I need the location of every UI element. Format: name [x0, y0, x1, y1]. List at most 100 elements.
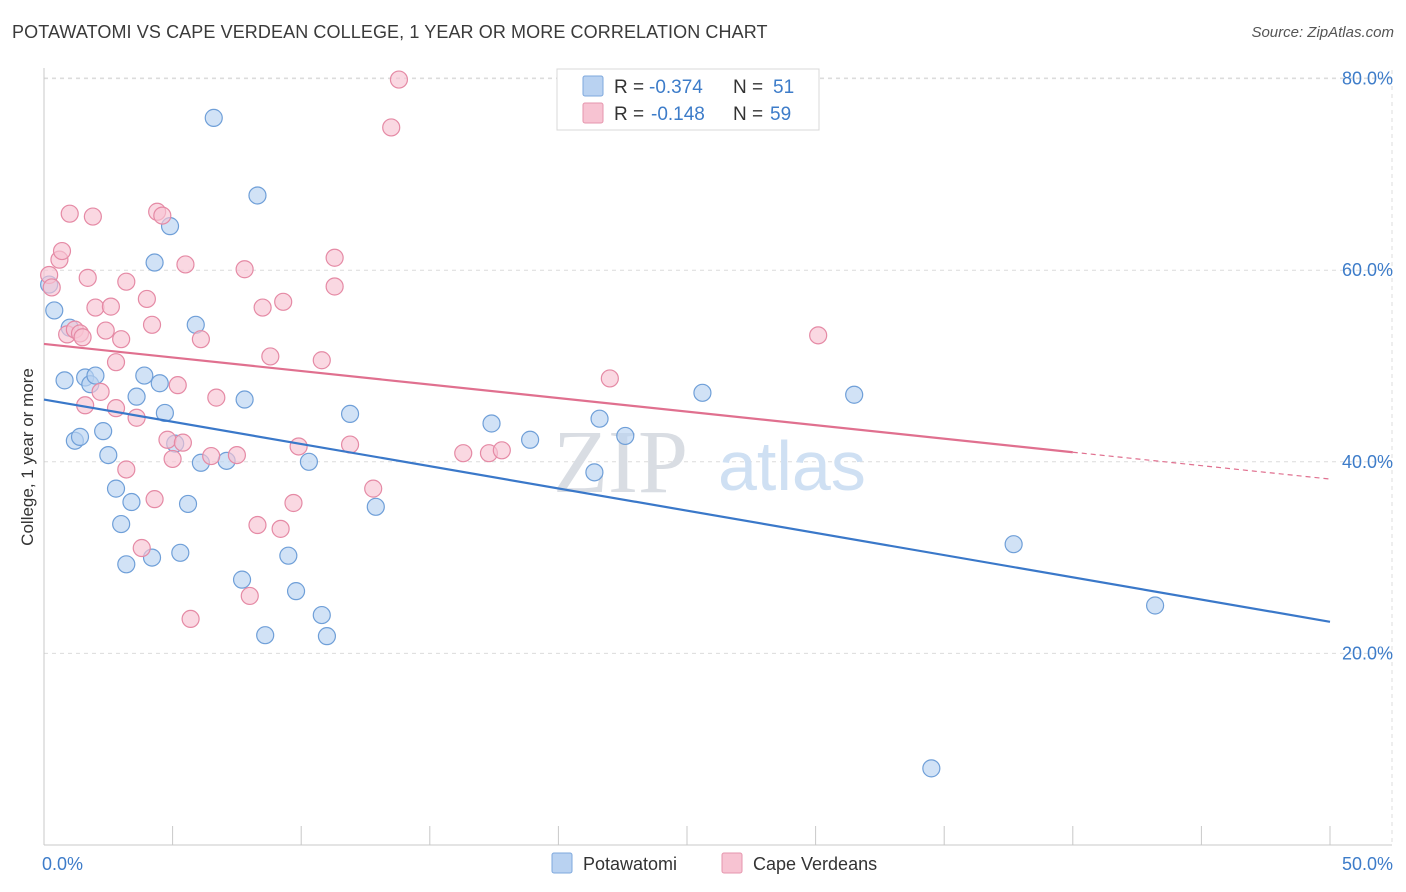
potawatomi-point [922, 759, 941, 778]
watermark-zip: ZIP [553, 413, 688, 512]
potawatomi-point [204, 108, 223, 127]
cape-verdean-point [78, 268, 97, 287]
chart-source: Source: ZipAtlas.com [1251, 24, 1394, 41]
y-tick-label: 80.0% [1342, 69, 1393, 89]
x-tick-label-start: 0.0% [42, 854, 83, 874]
trend-lines [43, 342, 1331, 623]
cape-verdean-point [117, 272, 136, 291]
potawatomi-point [150, 374, 169, 393]
potawatomi-trend-line [43, 398, 1331, 623]
cape-verdean-point [52, 241, 72, 261]
potawatomi-point [127, 387, 146, 406]
cape-verdean-point [248, 515, 267, 535]
potawatomi-point [616, 426, 635, 446]
cape-verdean-point [137, 289, 156, 309]
cape-verdean-point [83, 207, 102, 226]
potawatomi-point [94, 422, 113, 441]
cape-verdean-point [73, 328, 92, 347]
cape-verdean-point [142, 315, 162, 334]
potawatomi-point [590, 409, 609, 428]
watermark: ZIP atlas [553, 413, 866, 512]
x-tick-labels: 0.0% 50.0% [42, 854, 1393, 874]
potawatomi-point [45, 301, 64, 320]
potawatomi-point [171, 543, 190, 562]
bottom-legend-cape-verdeans: Cape Verdeans [753, 854, 877, 874]
potawatomi-point [112, 514, 131, 534]
potawatomi-point [317, 627, 337, 646]
potawatomi-point [248, 186, 267, 205]
bottom-legend-swatch-potawatomi [551, 852, 573, 874]
cape-verdeans-trend-line [43, 342, 1073, 454]
legend-r-label-2: R = [614, 104, 644, 125]
cape-verdean-point [60, 204, 79, 223]
potawatomi-point [366, 497, 385, 516]
cape-verdean-point [168, 376, 187, 395]
cape-verdean-point [325, 248, 344, 267]
y-tick-labels: 20.0% 40.0% 60.0% 80.0% [1342, 69, 1393, 664]
cape-verdean-point [158, 430, 177, 449]
potawatomi-point [299, 452, 319, 471]
cape-verdean-point [163, 449, 182, 469]
cape-verdean-point [382, 118, 401, 137]
potawatomi-point [117, 555, 136, 574]
potawatomi-point [1004, 535, 1023, 554]
cape-verdean-point [289, 437, 308, 456]
legend-n-value-1: 51 [773, 77, 794, 98]
cape-verdean-point [312, 351, 331, 370]
legend-n-value-2: 59 [770, 104, 791, 125]
cape-verdean-point [173, 433, 192, 452]
potawatomi-point [845, 385, 864, 404]
potawatomi-point [99, 445, 118, 465]
legend-r-value-2: -0.148 [651, 104, 705, 125]
cape-verdean-point [240, 586, 259, 606]
potawatomi-point [256, 626, 275, 645]
chart-title: POTAWATOMI VS CAPE VERDEAN COLLEGE, 1 YE… [12, 22, 768, 42]
y-tick-label: 60.0% [1342, 260, 1393, 280]
x-tick-label-end: 50.0% [1342, 854, 1393, 874]
potawatomi-point [232, 570, 252, 589]
top-legend: R = -0.374 N = 51 R = -0.148 N = 59 [556, 68, 820, 131]
bottom-legend: Potawatomi Cape Verdeans [551, 852, 877, 874]
cape-verdean-point [132, 538, 151, 558]
cape-verdean-point [101, 297, 120, 316]
legend-r-label-1: R = [614, 77, 644, 98]
cape-verdean-point [176, 255, 195, 274]
cape-verdean-point [207, 388, 226, 407]
cape-verdeans-trend-extension [1072, 451, 1331, 480]
potawatomi-point [340, 404, 360, 423]
y-axis-title: College, 1 year or more [18, 368, 37, 546]
potawatomi-point [482, 414, 501, 433]
bottom-legend-swatch-cape-verdeans [721, 852, 743, 874]
cape-verdean-point [96, 321, 115, 340]
cape-verdeans-points [40, 70, 828, 629]
legend-n-label-2: N = [733, 104, 763, 125]
potawatomi-point [286, 582, 306, 601]
cape-verdean-point [91, 382, 110, 401]
grid-lines [44, 70, 1393, 845]
potawatomi-point [55, 371, 74, 390]
y-tick-label: 40.0% [1342, 452, 1393, 472]
y-tick-label: 20.0% [1342, 643, 1393, 663]
potawatomi-point [122, 492, 141, 512]
cape-verdean-point [809, 326, 828, 345]
potawatomi-point [1146, 596, 1165, 615]
cape-verdean-point [227, 445, 246, 465]
cape-verdean-point [145, 490, 164, 509]
cape-verdean-point [86, 298, 105, 317]
potawatomi-point [235, 390, 254, 409]
cape-verdean-point [202, 446, 221, 466]
potawatomi-point [145, 253, 164, 272]
watermark-atlas: atlas [718, 427, 866, 505]
potawatomi-point [521, 430, 540, 449]
cape-verdean-point [364, 479, 383, 498]
potawatomi-point [135, 366, 154, 385]
cape-verdean-point [106, 353, 126, 372]
potawatomi-point [693, 383, 712, 402]
cape-verdean-point [600, 369, 619, 388]
cape-verdean-point [235, 260, 254, 279]
cape-verdean-point [42, 278, 61, 297]
legend-swatch-potawatomi [582, 75, 604, 97]
cape-verdean-point [153, 206, 172, 225]
cape-verdean-point [325, 277, 344, 296]
cape-verdean-point [127, 408, 146, 427]
